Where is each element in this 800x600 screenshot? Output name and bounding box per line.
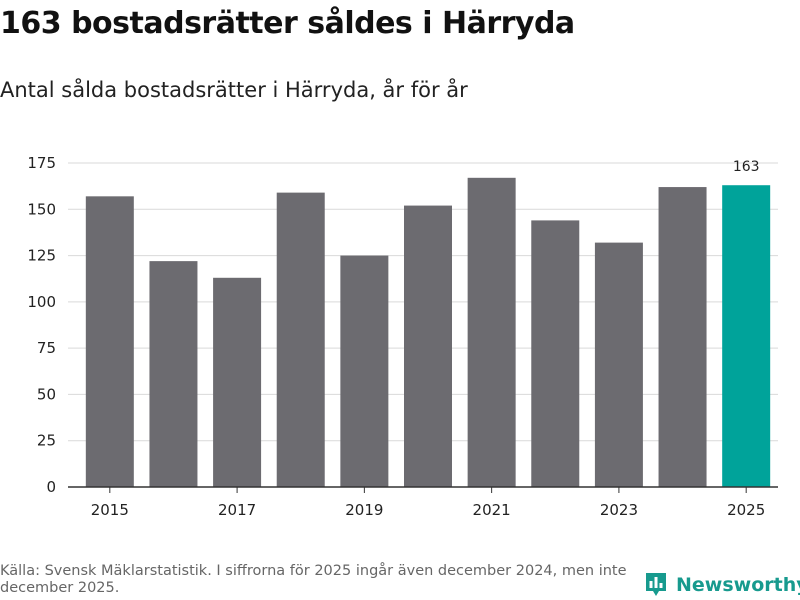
x-axis: 2015 2017 2019 2021 2023 2025 — [68, 486, 778, 519]
bar-2021 — [467, 177, 516, 487]
newsworthy-logo-icon — [646, 573, 666, 596]
y-tick-label-75: 75 — [37, 339, 56, 357]
bar-2019 — [340, 255, 389, 487]
data-labels: 163 — [733, 159, 760, 175]
x-tick-label-2021: 2021 — [473, 501, 511, 519]
x-tick-label-2023: 2023 — [600, 501, 638, 519]
y-tick-label-150: 150 — [27, 200, 56, 218]
bar-2022 — [531, 220, 580, 487]
x-tick-label-2017: 2017 — [218, 501, 256, 519]
x-tick-label-2015: 2015 — [91, 501, 129, 519]
source-note: Källa: Svensk Mäklarstatistik. I siffror… — [0, 563, 627, 596]
y-tick-label-125: 125 — [27, 247, 56, 265]
y-tick-label-175: 175 — [27, 154, 56, 172]
x-tick-label-2025: 2025 — [727, 501, 765, 519]
bars — [85, 177, 771, 487]
bar-2017 — [213, 277, 262, 487]
bar-2016 — [149, 261, 198, 487]
bar-2018 — [276, 192, 325, 487]
bar-2024 — [658, 187, 707, 487]
bar-chart: 0 25 50 75 100 125 150 175 163 2015 2017 2019 2021… — [27, 154, 778, 519]
x-tick-label-2019: 2019 — [345, 501, 383, 519]
y-tick-label-25: 25 — [37, 432, 56, 450]
y-tick-label-50: 50 — [37, 385, 56, 403]
brand-name: Newsworthy — [676, 574, 800, 596]
bar-2023 — [594, 242, 643, 487]
y-tick-label-100: 100 — [27, 293, 56, 311]
bar-2025 — [722, 185, 771, 487]
chart-subtitle: Antal sålda bostadsrätter i Härryda, år … — [0, 78, 468, 102]
y-tick-label-0: 0 — [46, 478, 56, 496]
bar-2020 — [404, 205, 452, 487]
y-axis: 0 25 50 75 100 125 150 175 — [27, 154, 56, 496]
data-label-2025: 163 — [733, 159, 760, 175]
chart-title: 163 bostadsrätter såldes i Härryda — [0, 6, 575, 41]
bar-2015 — [85, 196, 134, 487]
brand[interactable]: Newsworthy — [644, 570, 800, 600]
